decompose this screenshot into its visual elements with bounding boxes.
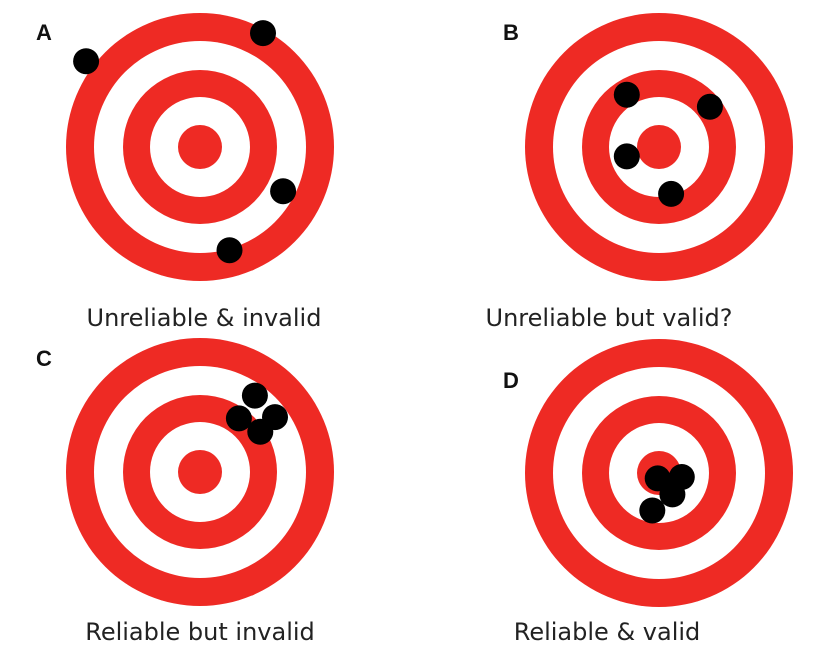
shot-hole <box>247 418 274 445</box>
shot-hole <box>659 481 686 508</box>
shot-hole <box>241 382 268 409</box>
panel-letter: C <box>36 346 52 371</box>
shot-hole <box>658 180 685 207</box>
target-d <box>525 339 793 607</box>
shot-hole <box>73 48 100 75</box>
shots-group <box>225 382 288 445</box>
target-panel-d: D Reliable & valid <box>415 328 829 656</box>
panel-caption: Unreliable & invalid <box>86 304 322 332</box>
shot-hole <box>613 143 640 170</box>
target-panel-a: A Unreliable & invalid <box>0 0 414 332</box>
shots-group <box>73 20 297 264</box>
target-b <box>525 13 793 281</box>
shot-hole <box>250 20 276 47</box>
shot-hole <box>639 497 666 524</box>
target-panel-c: C Reliable but invalid <box>0 328 414 656</box>
bullseye <box>178 125 222 169</box>
panel-caption: Reliable & valid <box>513 618 701 646</box>
shot-hole <box>270 178 297 205</box>
bullseye <box>178 450 222 494</box>
panel-letter: D <box>503 368 519 393</box>
bullseye <box>637 125 681 169</box>
shots-group <box>639 464 695 524</box>
shot-hole <box>225 405 252 432</box>
target-panel-b: B Unreliable but valid? <box>415 0 829 330</box>
panel-caption: Reliable but invalid <box>85 618 315 646</box>
shots-group <box>613 81 723 207</box>
shot-hole <box>696 93 723 120</box>
shot-hole <box>216 237 243 264</box>
target-a <box>66 13 334 281</box>
target-c <box>66 338 334 606</box>
panel-letter: A <box>36 20 52 45</box>
panel-letter: B <box>503 20 519 45</box>
shot-hole <box>613 81 640 108</box>
panel-caption: Unreliable but valid? <box>485 304 733 332</box>
